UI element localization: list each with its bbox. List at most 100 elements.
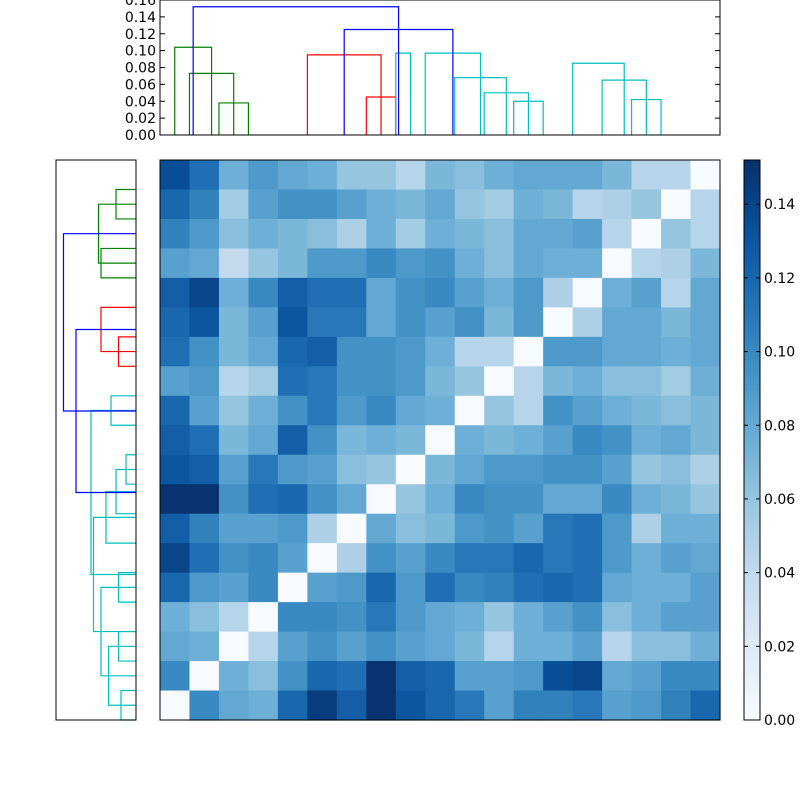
heatmap-cell [189,218,220,250]
heatmap-cell [543,277,574,308]
heatmap-cell [543,307,574,338]
heatmap-cell [189,395,220,426]
heatmap-cell [661,395,692,426]
heatmap-cell [454,661,485,692]
heatmap-cell [602,631,633,662]
heatmap-cell [189,484,220,515]
heatmap-cell [572,484,603,515]
heatmap-cell [572,277,603,308]
heatmap-cell [336,631,367,662]
heatmap-cell [454,277,485,308]
heatmap-cell [690,631,721,662]
heatmap-cell [395,543,426,574]
heatmap-cell [248,572,279,603]
heatmap-cell [513,248,544,279]
heatmap-cell [160,218,191,250]
heatmap-cell [661,513,692,544]
heatmap-cell [248,366,279,397]
heatmap-cell [425,189,456,220]
heatmap-cell [307,218,338,250]
heatmap-cell [631,425,662,456]
heatmap-cell [690,248,721,279]
heatmap-cell [336,484,367,515]
heatmap-cell [307,513,338,544]
heatmap-cell [690,160,721,191]
heatmap-cell [395,218,426,250]
heatmap-cell [395,631,426,662]
heatmap-cell [543,218,574,250]
heatmap-cell [513,218,544,250]
heatmap-cell [366,543,397,574]
heatmap-cell [602,543,633,574]
heatmap-cell [395,277,426,308]
heatmap-cell [336,690,367,721]
heatmap-cell [395,336,426,367]
heatmap-cell [484,690,515,721]
heatmap-cell [572,248,603,279]
heatmap-cell [602,454,633,485]
heatmap-cell [336,602,367,633]
heatmap-cell [336,425,367,456]
heatmap-cell [336,307,367,338]
heatmap-cell [218,631,250,662]
heatmap-cell [631,690,662,721]
heatmap-cell [572,513,603,544]
heatmap-cell [189,602,220,633]
heatmap-cell [513,513,544,544]
heatmap-cell [484,307,515,338]
heatmap-cell [513,631,544,662]
heatmap-cell [160,160,191,191]
heatmap-cell [160,307,191,338]
heatmap-cell [543,454,574,485]
heatmap-cell [425,661,456,692]
heatmap-cell [661,425,692,456]
heatmap-cell [661,543,692,574]
heatmap-cell [248,454,279,485]
heatmap-cell [425,690,456,721]
heatmap-cell [543,572,574,603]
heatmap-cell [366,218,397,250]
heatmap-cell [366,484,397,515]
heatmap-cell [425,543,456,574]
heatmap-cell [543,661,574,692]
heatmap-cell [160,602,191,633]
heatmap-cell [454,454,485,485]
heatmap-cell [425,484,456,515]
heatmap-cell [454,366,485,397]
heatmap-cell [425,336,456,367]
heatmap-cell [690,189,721,220]
heatmap-cell [307,690,338,721]
dendrogram-link [395,52,412,135]
heatmap-cell [513,690,544,721]
heatmap-cell [336,336,367,367]
heatmap-cell [160,277,191,308]
heatmap-cell [454,336,485,367]
heatmap-cell [307,307,338,338]
heatmap-cell [602,160,633,191]
heatmap-cell [189,631,220,662]
heatmap-cell [602,277,633,308]
heatmap-cell [631,160,662,191]
heatmap-cell [484,425,515,456]
heatmap-cell [248,395,279,426]
heatmap-cell [631,454,662,485]
heatmap-cell [277,543,308,574]
heatmap-cell [218,307,250,338]
heatmap-cell [513,543,544,574]
heatmap-cell [307,425,338,456]
heatmap-cell [160,189,191,220]
heatmap-cell [160,661,191,692]
heatmap-cell [572,690,603,721]
heatmap-cell [484,336,515,367]
heatmap-cell [631,602,662,633]
heatmap-cell [513,277,544,308]
heatmap-cell [336,513,367,544]
heatmap-cell [425,366,456,397]
left-dendrogram [55,159,137,721]
heatmap-cell [484,248,515,279]
heatmap-cell [277,307,308,338]
heatmap-cell [690,395,721,426]
heatmap-cell [307,189,338,220]
heatmap-cell [572,336,603,367]
heatmap-cell [366,336,397,367]
